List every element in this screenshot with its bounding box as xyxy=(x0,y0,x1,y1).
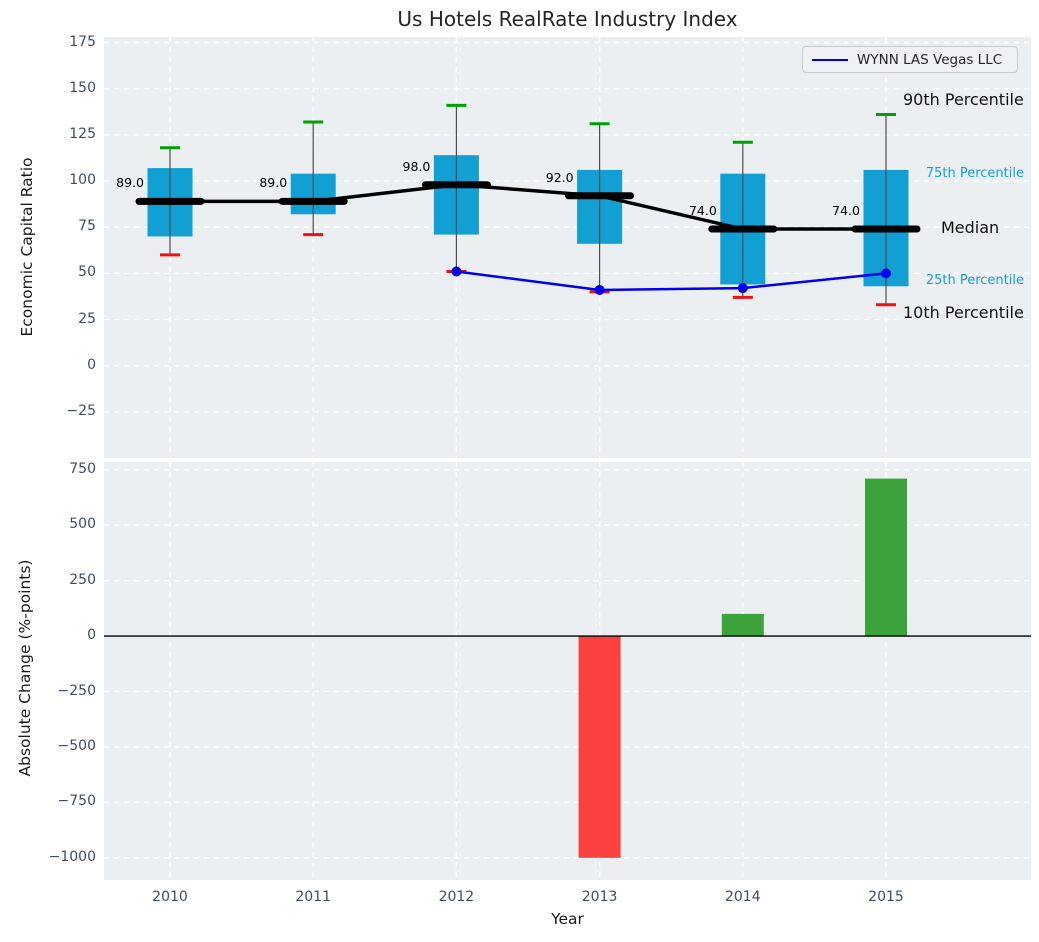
xtick-2013: 2013 xyxy=(555,889,645,905)
ytick-top--25: −25 xyxy=(36,403,96,419)
wynn-marker-2013 xyxy=(595,285,605,295)
xtick-2015: 2015 xyxy=(841,889,931,905)
median-line xyxy=(170,185,886,229)
ytick-bottom-500: 500 xyxy=(36,516,96,532)
annotation-75th-percentile: 75th Percentile xyxy=(918,166,1024,181)
ytick-top-150: 150 xyxy=(36,80,96,96)
bar-2014 xyxy=(722,614,764,636)
ytick-top-50: 50 xyxy=(36,264,96,280)
legend[interactable]: WYNN LAS Vegas LLC xyxy=(802,46,1018,73)
xtick-2014: 2014 xyxy=(698,889,788,905)
median-value-label-2011: 89.0 xyxy=(225,175,287,191)
xtick-2010: 2010 xyxy=(125,889,215,905)
ytick-bottom--750: −750 xyxy=(36,793,96,809)
legend-line-swatch xyxy=(812,59,848,61)
bar-2013 xyxy=(579,636,621,858)
chart-title: Us Hotels RealRate Industry Index xyxy=(104,7,1031,31)
ytick-bottom--250: −250 xyxy=(36,683,96,699)
annotation-10th-percentile: 10th Percentile xyxy=(903,303,1024,322)
ytick-bottom--1000: −1000 xyxy=(36,849,96,865)
ytick-top-25: 25 xyxy=(36,311,96,327)
median-value-label-2014: 74.0 xyxy=(655,203,717,219)
legend-label: WYNN LAS Vegas LLC xyxy=(857,52,1002,68)
ytick-top-175: 175 xyxy=(36,34,96,50)
y-axis-label-bottom: Absolute Change (%-points) xyxy=(16,560,34,777)
xtick-2011: 2011 xyxy=(268,889,358,905)
wynn-line xyxy=(456,272,886,290)
annotation-25th-percentile: 25th Percentile xyxy=(918,273,1024,288)
ytick-top-125: 125 xyxy=(36,126,96,142)
ytick-bottom-750: 750 xyxy=(36,461,96,477)
x-axis-label: Year xyxy=(104,910,1031,928)
ytick-bottom-250: 250 xyxy=(36,572,96,588)
median-value-label-2010: 89.0 xyxy=(82,175,144,191)
ytick-top-0: 0 xyxy=(36,357,96,373)
median-value-label-2012: 98.0 xyxy=(368,159,430,175)
y-axis-label-top: Economic Capital Ratio xyxy=(18,157,36,336)
wynn-marker-2015 xyxy=(881,268,891,278)
bar-2015 xyxy=(865,479,907,636)
ytick-bottom-0: 0 xyxy=(36,627,96,643)
median-value-label-2015: 74.0 xyxy=(798,203,860,219)
median-value-label-2013: 92.0 xyxy=(512,170,574,186)
ytick-bottom--500: −500 xyxy=(36,738,96,754)
wynn-marker-2014 xyxy=(738,283,748,293)
ytick-top-75: 75 xyxy=(36,218,96,234)
annotation-median: Median xyxy=(941,218,999,237)
chart-canvas xyxy=(0,0,1039,942)
xtick-2012: 2012 xyxy=(411,889,501,905)
annotation-90th-percentile: 90th Percentile xyxy=(903,90,1024,109)
figure: Us Hotels RealRate Industry Index Econom… xyxy=(0,0,1039,942)
wynn-marker-2012 xyxy=(451,267,461,277)
